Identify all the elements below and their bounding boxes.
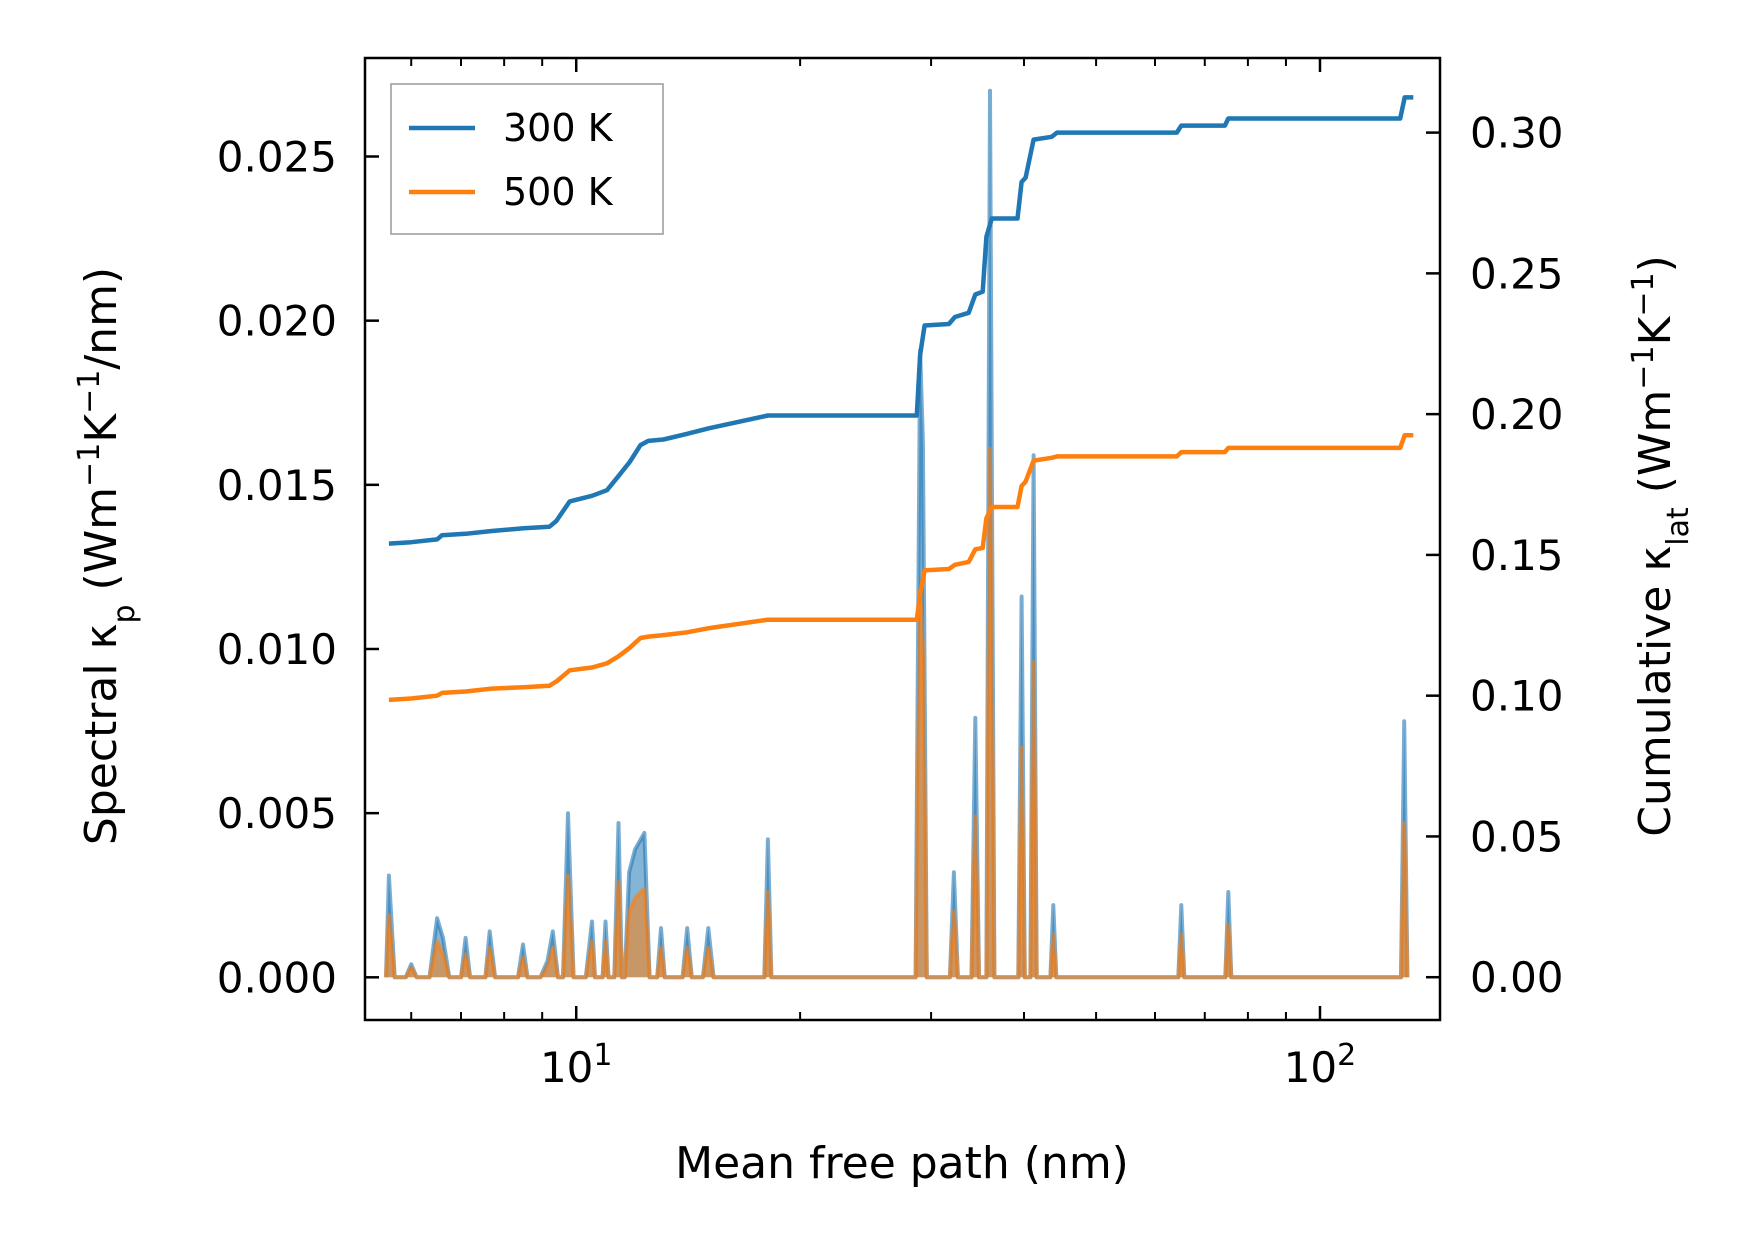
legend: 300 K 500 K xyxy=(390,83,664,235)
right-y-tick-label: 0.15 xyxy=(1470,531,1564,580)
right-y-axis-label-unit-start: (Wm xyxy=(1630,390,1681,508)
left-y-axis-label: Spectral κp (Wm−1K−1/nm) xyxy=(72,267,142,845)
left-y-tick-label: 0.025 xyxy=(217,132,337,181)
x-tick-label: 101 xyxy=(540,1038,613,1093)
left-y-tick-label: 0.000 xyxy=(217,953,337,1002)
cumulative-line-500-k xyxy=(388,433,1414,703)
right-y-axis-label-superscript-2: −1 xyxy=(1626,272,1661,316)
right-y-tick-label: 0.30 xyxy=(1470,109,1564,158)
x-axis-label: Mean free path (nm) xyxy=(675,1138,1129,1189)
ticks: 0.000 0.005 0.010 0.015 0.020 0.025 0.00 0.05 0.… xyxy=(217,58,1564,1092)
legend-box xyxy=(390,83,664,235)
x-tick-label-base: 10 xyxy=(1284,1043,1337,1092)
axes-frame xyxy=(363,56,1442,1022)
x-tick-label-exponent: 1 xyxy=(593,1038,612,1073)
axes-border xyxy=(363,56,1442,1022)
right-y-tick-label: 0.20 xyxy=(1470,390,1564,439)
right-y-axis-label-subscript: lat xyxy=(1661,507,1696,546)
spectral-line-500-k xyxy=(384,446,1410,980)
legend-label-500-k: 500 K xyxy=(503,170,614,214)
left-y-axis-label-subscript: p xyxy=(107,604,142,623)
left-y-tick-label: 0.020 xyxy=(217,297,337,346)
legend-label-300-k: 300 K xyxy=(503,106,614,150)
left-y-tick-label: 0.015 xyxy=(217,461,337,510)
left-y-axis-label-main: Spectral κ xyxy=(76,624,127,846)
right-y-tick-label: 0.00 xyxy=(1470,953,1564,1002)
x-tick-label-exponent: 2 xyxy=(1337,1038,1356,1073)
left-y-axis-label-superscript-2: −1 xyxy=(72,370,107,414)
left-y-axis-label-unit-middle: K xyxy=(76,413,127,443)
right-y-tick-label: 0.05 xyxy=(1470,812,1564,861)
right-y-axis-label-unit-end: ) xyxy=(1630,255,1681,272)
left-y-axis-label-unit-end: /nm) xyxy=(76,267,127,370)
right-y-axis-label-unit-middle: K xyxy=(1630,315,1681,345)
cumulative-line-300-k xyxy=(388,95,1414,546)
right-y-axis-label-main: Cumulative κ xyxy=(1630,546,1681,837)
left-y-axis-label-unit-start: (Wm xyxy=(76,487,127,605)
plot-area xyxy=(384,88,1414,980)
right-y-axis-label: Cumulative κlat (Wm−1K−1) xyxy=(1626,255,1696,837)
right-y-tick-label: 0.10 xyxy=(1470,672,1564,721)
left-y-axis-label-superscript-1: −1 xyxy=(72,443,107,487)
x-tick-label-base: 10 xyxy=(540,1043,593,1092)
x-tick-label: 102 xyxy=(1284,1038,1357,1093)
right-y-axis-label-superscript-1: −1 xyxy=(1626,345,1661,389)
right-y-tick-label: 0.25 xyxy=(1470,249,1564,298)
left-y-tick-label: 0.010 xyxy=(217,625,337,674)
left-y-tick-label: 0.005 xyxy=(217,789,337,838)
